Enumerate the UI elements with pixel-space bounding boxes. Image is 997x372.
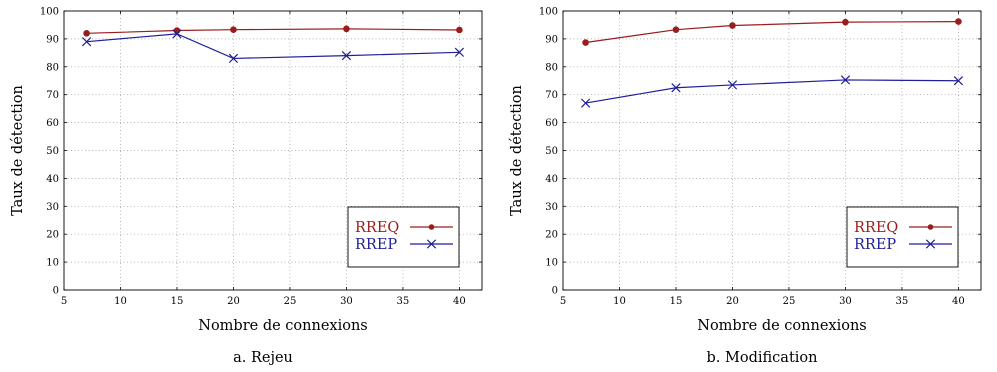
data-point [671, 83, 681, 93]
y-tick-label: 0 [552, 286, 558, 297]
data-point [230, 26, 237, 33]
y-tick-label: 90 [545, 34, 558, 45]
legend-marker [426, 239, 437, 249]
data-point [582, 39, 589, 46]
legend-marker [927, 224, 934, 230]
data-point [729, 22, 736, 29]
y-tick-label: 50 [46, 146, 59, 157]
x-tick-label: 30 [340, 296, 353, 307]
chart-svg: 5 10 15 20 25 30 35 40 0 10 20 30 40 50 60 70 80 90 100 Nom… [509, 7, 982, 366]
y-tick-label: 100 [40, 7, 59, 18]
y-tick-label: 80 [46, 62, 59, 73]
figure-caption: b. Modification [707, 350, 818, 366]
data-point [81, 37, 92, 47]
y-tick-label: 20 [46, 230, 59, 241]
series-line [86, 33, 460, 60]
data-point [842, 18, 849, 26]
legend-entry: RREQ [355, 220, 399, 236]
figure-caption: a. Rejeu [233, 350, 293, 366]
y-tick-label: 40 [545, 174, 558, 185]
legend-entry: RREP [854, 237, 896, 253]
x-tick-label: 30 [839, 296, 852, 307]
data-point [727, 80, 738, 90]
series-rrep [580, 75, 964, 108]
y-tick-label: 80 [545, 62, 558, 73]
x-axis-label: Nombre de connexions [198, 318, 367, 334]
series-rreq [83, 25, 463, 37]
y-tick-label: 70 [545, 90, 558, 101]
legend-entry: RREP [355, 237, 397, 253]
x-tick-label: 10 [114, 296, 127, 307]
data-point [955, 18, 962, 25]
chart-svg: 5 10 15 20 25 30 35 40 0 10 20 30 40 50 60 70 80 90 100 Nom… [10, 7, 483, 366]
data-point [840, 75, 851, 85]
y-tick-label: 90 [46, 34, 59, 45]
data-point [456, 26, 463, 34]
x-tick-label: 5 [560, 296, 566, 307]
y-tick-label: 60 [545, 118, 558, 129]
x-tick-label: 25 [783, 296, 796, 307]
y-tick-label: 70 [46, 90, 59, 101]
series-rrep [81, 29, 465, 64]
legend-marker [925, 239, 936, 249]
x-tick-label: 15 [670, 296, 683, 307]
legend-box [347, 206, 460, 268]
y-axis-label: Taux de détection [10, 85, 26, 216]
legend-entry: RREQ [854, 220, 898, 236]
y-tick-label: 0 [53, 286, 59, 297]
data-point [172, 29, 182, 39]
data-point [454, 47, 465, 57]
series-line [86, 28, 460, 34]
x-tick-label: 15 [171, 296, 184, 307]
data-point [672, 26, 680, 33]
y-tick-label: 100 [539, 7, 558, 18]
data-point [580, 98, 591, 108]
x-tick-label: 35 [896, 296, 909, 307]
y-tick-label: 20 [545, 230, 558, 241]
x-tick-label: 35 [397, 296, 410, 307]
x-tick-label: 20 [726, 296, 739, 307]
y-tick-label: 30 [46, 202, 59, 213]
data-point [83, 30, 90, 37]
data-point [953, 76, 964, 86]
data-point [341, 51, 352, 61]
grid [563, 11, 981, 290]
data-point [343, 25, 350, 33]
x-tick-label: 10 [613, 296, 626, 307]
chart-modification: 5 10 15 20 25 30 35 40 0 10 20 30 40 50 60 70 80 90 100 Nom… [499, 0, 997, 372]
series-line [585, 79, 959, 104]
x-tick-label: 25 [284, 296, 297, 307]
y-tick-label: 10 [46, 258, 59, 269]
legend-box [846, 206, 959, 268]
y-tick-label: 30 [545, 202, 558, 213]
x-tick-label: 20 [227, 296, 240, 307]
y-tick-label: 40 [46, 174, 59, 185]
x-tick-label: 40 [952, 296, 965, 307]
x-axis-label: Nombre de connexions [697, 318, 866, 334]
chart-rejeu: 5 10 15 20 25 30 35 40 0 10 20 30 40 50 60 70 80 90 100 Nom… [0, 0, 498, 372]
x-tick-label: 40 [453, 296, 466, 307]
y-tick-label: 10 [545, 258, 558, 269]
legend-marker [428, 224, 435, 230]
y-axis-label: Taux de détection [509, 85, 525, 216]
x-tick-label: 5 [61, 296, 67, 307]
y-tick-label: 60 [46, 118, 59, 129]
data-point [228, 53, 239, 64]
series-rreq [582, 18, 962, 46]
series-line [585, 21, 959, 44]
y-tick-label: 50 [545, 146, 558, 157]
